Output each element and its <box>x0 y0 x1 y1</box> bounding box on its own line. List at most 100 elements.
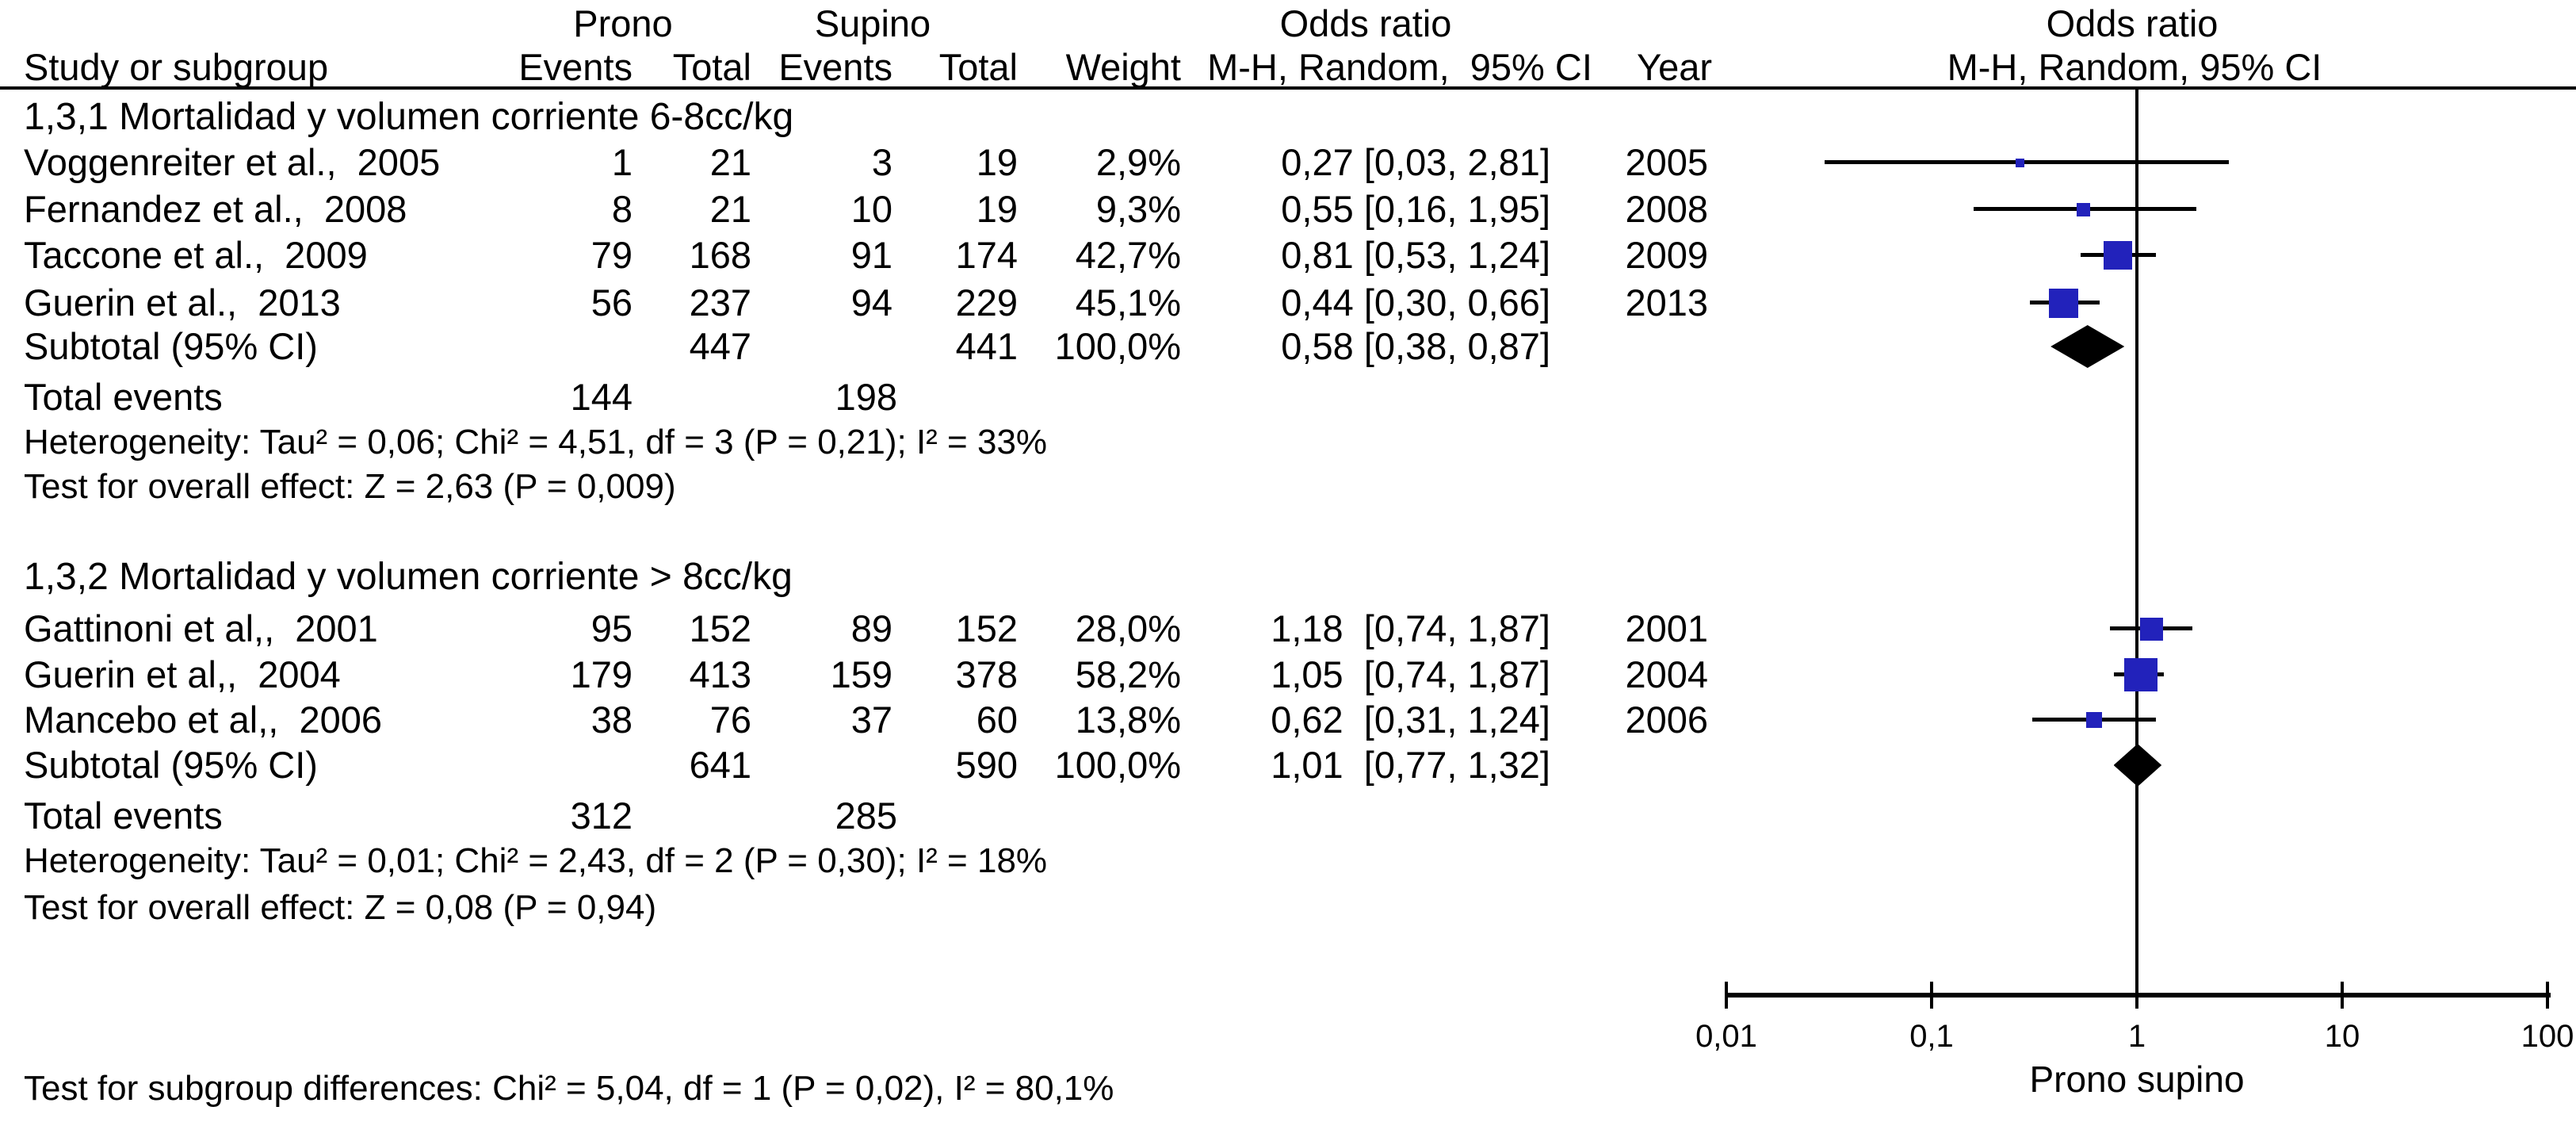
study-supino-events: 94 <box>850 281 892 324</box>
subgroup-differences-test: Test for subgroup differences: Chi² = 5,… <box>24 1069 1114 1108</box>
study-supino-events: 10 <box>850 188 892 230</box>
study-odds-ratio-ci: 1,05 [0,74, 1,87] <box>1271 653 1550 695</box>
study-prono-total: 237 <box>689 281 751 324</box>
study-label: Gattinoni et al,, 2001 <box>24 607 378 649</box>
study-year: 2004 <box>1625 653 1708 695</box>
column-header-or-method: M-H, Random, 95% CI <box>1207 46 1592 88</box>
study-supino-events: 3 <box>871 141 892 183</box>
study-label: Voggenreiter et al., 2005 <box>24 141 441 183</box>
x-axis-label: Prono supino <box>2029 1059 2245 1100</box>
study-odds-ratio-ci: 0,27 [0,03, 2,81] <box>1281 141 1550 183</box>
study-weight: 58,2% <box>1075 653 1181 695</box>
subtotal-odds-ratio-ci: 1,01 [0,77, 1,32] <box>1271 744 1550 786</box>
x-axis-tick-label: 1 <box>2127 1019 2146 1054</box>
study-prono-events: 56 <box>590 281 633 324</box>
column-header-study: Study or subgroup <box>24 46 329 88</box>
x-axis-tick-label: 100 <box>2521 1019 2574 1054</box>
study-label: Guerin et al,, 2004 <box>24 653 341 695</box>
study-odds-ratio-ci: 0,44 [0,30, 0,66] <box>1281 281 1550 324</box>
study-weight: 2,9% <box>1095 141 1181 183</box>
total-events-label: Total events <box>24 795 223 837</box>
x-axis-tick <box>2341 982 2344 1009</box>
column-header-weight: Weight <box>1065 46 1181 88</box>
heterogeneity-stats: Heterogeneity: Tau² = 0,01; Chi² = 2,43,… <box>24 841 1048 880</box>
confidence-interval-line <box>1824 160 2230 164</box>
study-year: 2009 <box>1625 234 1708 276</box>
study-odds-ratio-ci: 1,18 [0,74, 1,87] <box>1271 607 1550 649</box>
column-group-prono: Prono <box>573 2 673 44</box>
subtotal-weight: 100,0% <box>1054 744 1181 786</box>
subtotal-supino-total: 441 <box>955 325 1018 367</box>
study-prono-events: 1 <box>611 141 633 183</box>
subtotal-diamond <box>2113 744 2162 787</box>
subtotal-odds-ratio-ci: 0,58 [0,38, 0,87] <box>1281 325 1550 367</box>
study-weight: 13,8% <box>1075 699 1181 741</box>
study-supino-total: 19 <box>976 188 1018 230</box>
total-events-label: Total events <box>24 376 223 418</box>
study-label: Guerin et al., 2013 <box>24 281 341 324</box>
study-supino-events: 89 <box>850 607 892 649</box>
study-year: 2005 <box>1625 141 1708 183</box>
study-supino-total: 19 <box>976 141 1018 183</box>
column-header-supino-total: Total <box>938 46 1018 88</box>
study-weight: 28,0% <box>1075 607 1181 649</box>
plot-title: Odds ratio <box>2046 2 2219 44</box>
effect-size-square <box>2086 712 2103 728</box>
study-prono-total: 152 <box>689 607 751 649</box>
study-weight: 9,3% <box>1095 188 1181 230</box>
study-prono-total: 413 <box>689 653 751 695</box>
study-supino-events: 91 <box>850 234 892 276</box>
column-group-odds-ratio: Odds ratio <box>1279 2 1452 44</box>
total-events-supino: 198 <box>835 376 897 418</box>
study-prono-total: 76 <box>709 699 751 741</box>
subtotal-prono-total: 641 <box>689 744 751 786</box>
x-axis-tick-label: 0,1 <box>1909 1019 1954 1054</box>
study-supino-total: 152 <box>955 607 1018 649</box>
study-year: 2001 <box>1625 607 1708 649</box>
effect-size-square <box>2104 241 2133 270</box>
column-header-prono-total: Total <box>672 46 751 88</box>
x-axis-tick <box>1725 982 1728 1009</box>
study-prono-events: 8 <box>611 188 633 230</box>
column-header-year: Year <box>1637 46 1712 88</box>
column-header-prono-events: Events <box>518 46 633 88</box>
subgroup-title: 1,3,1 Mortalidad y volumen corriente 6-8… <box>24 96 794 138</box>
total-events-supino: 285 <box>835 795 897 837</box>
study-prono-total: 21 <box>709 188 751 230</box>
study-label: Fernandez et al., 2008 <box>24 188 407 230</box>
overall-effect-test: Test for overall effect: Z = 2,63 (P = 0… <box>24 467 676 506</box>
subtotal-label: Subtotal (95% CI) <box>24 325 318 367</box>
study-prono-total: 21 <box>709 141 751 183</box>
subtotal-prono-total: 447 <box>689 325 751 367</box>
subtotal-weight: 100,0% <box>1054 325 1181 367</box>
total-events-prono: 144 <box>570 376 633 418</box>
effect-size-square <box>2049 288 2079 318</box>
study-odds-ratio-ci: 0,62 [0,31, 1,24] <box>1271 699 1550 741</box>
header-separator-line <box>0 86 2576 90</box>
effect-size-square <box>2124 658 2158 691</box>
study-prono-total: 168 <box>689 234 751 276</box>
column-group-supino: Supino <box>814 2 931 44</box>
study-supino-events: 37 <box>850 699 892 741</box>
study-supino-total: 229 <box>955 281 1018 324</box>
subtotal-label: Subtotal (95% CI) <box>24 744 318 786</box>
study-prono-events: 38 <box>590 699 633 741</box>
subtotal-supino-total: 590 <box>955 744 1018 786</box>
study-weight: 42,7% <box>1075 234 1181 276</box>
column-header-supino-events: Events <box>778 46 892 88</box>
study-supino-events: 159 <box>830 653 892 695</box>
study-year: 2008 <box>1625 188 1708 230</box>
null-effect-line <box>2135 90 2138 995</box>
study-prono-events: 95 <box>590 607 633 649</box>
study-label: Taccone et al., 2009 <box>24 234 368 276</box>
study-label: Mancebo et al,, 2006 <box>24 699 383 741</box>
study-year: 2013 <box>1625 281 1708 324</box>
study-supino-total: 174 <box>955 234 1018 276</box>
subgroup-title: 1,3,2 Mortalidad y volumen corriente > 8… <box>24 556 793 598</box>
overall-effect-test: Test for overall effect: Z = 0,08 (P = 0… <box>24 888 657 927</box>
study-prono-events: 179 <box>570 653 633 695</box>
study-supino-total: 378 <box>955 653 1018 695</box>
effect-size-square <box>2140 617 2164 641</box>
subtotal-diamond <box>2050 325 2125 368</box>
